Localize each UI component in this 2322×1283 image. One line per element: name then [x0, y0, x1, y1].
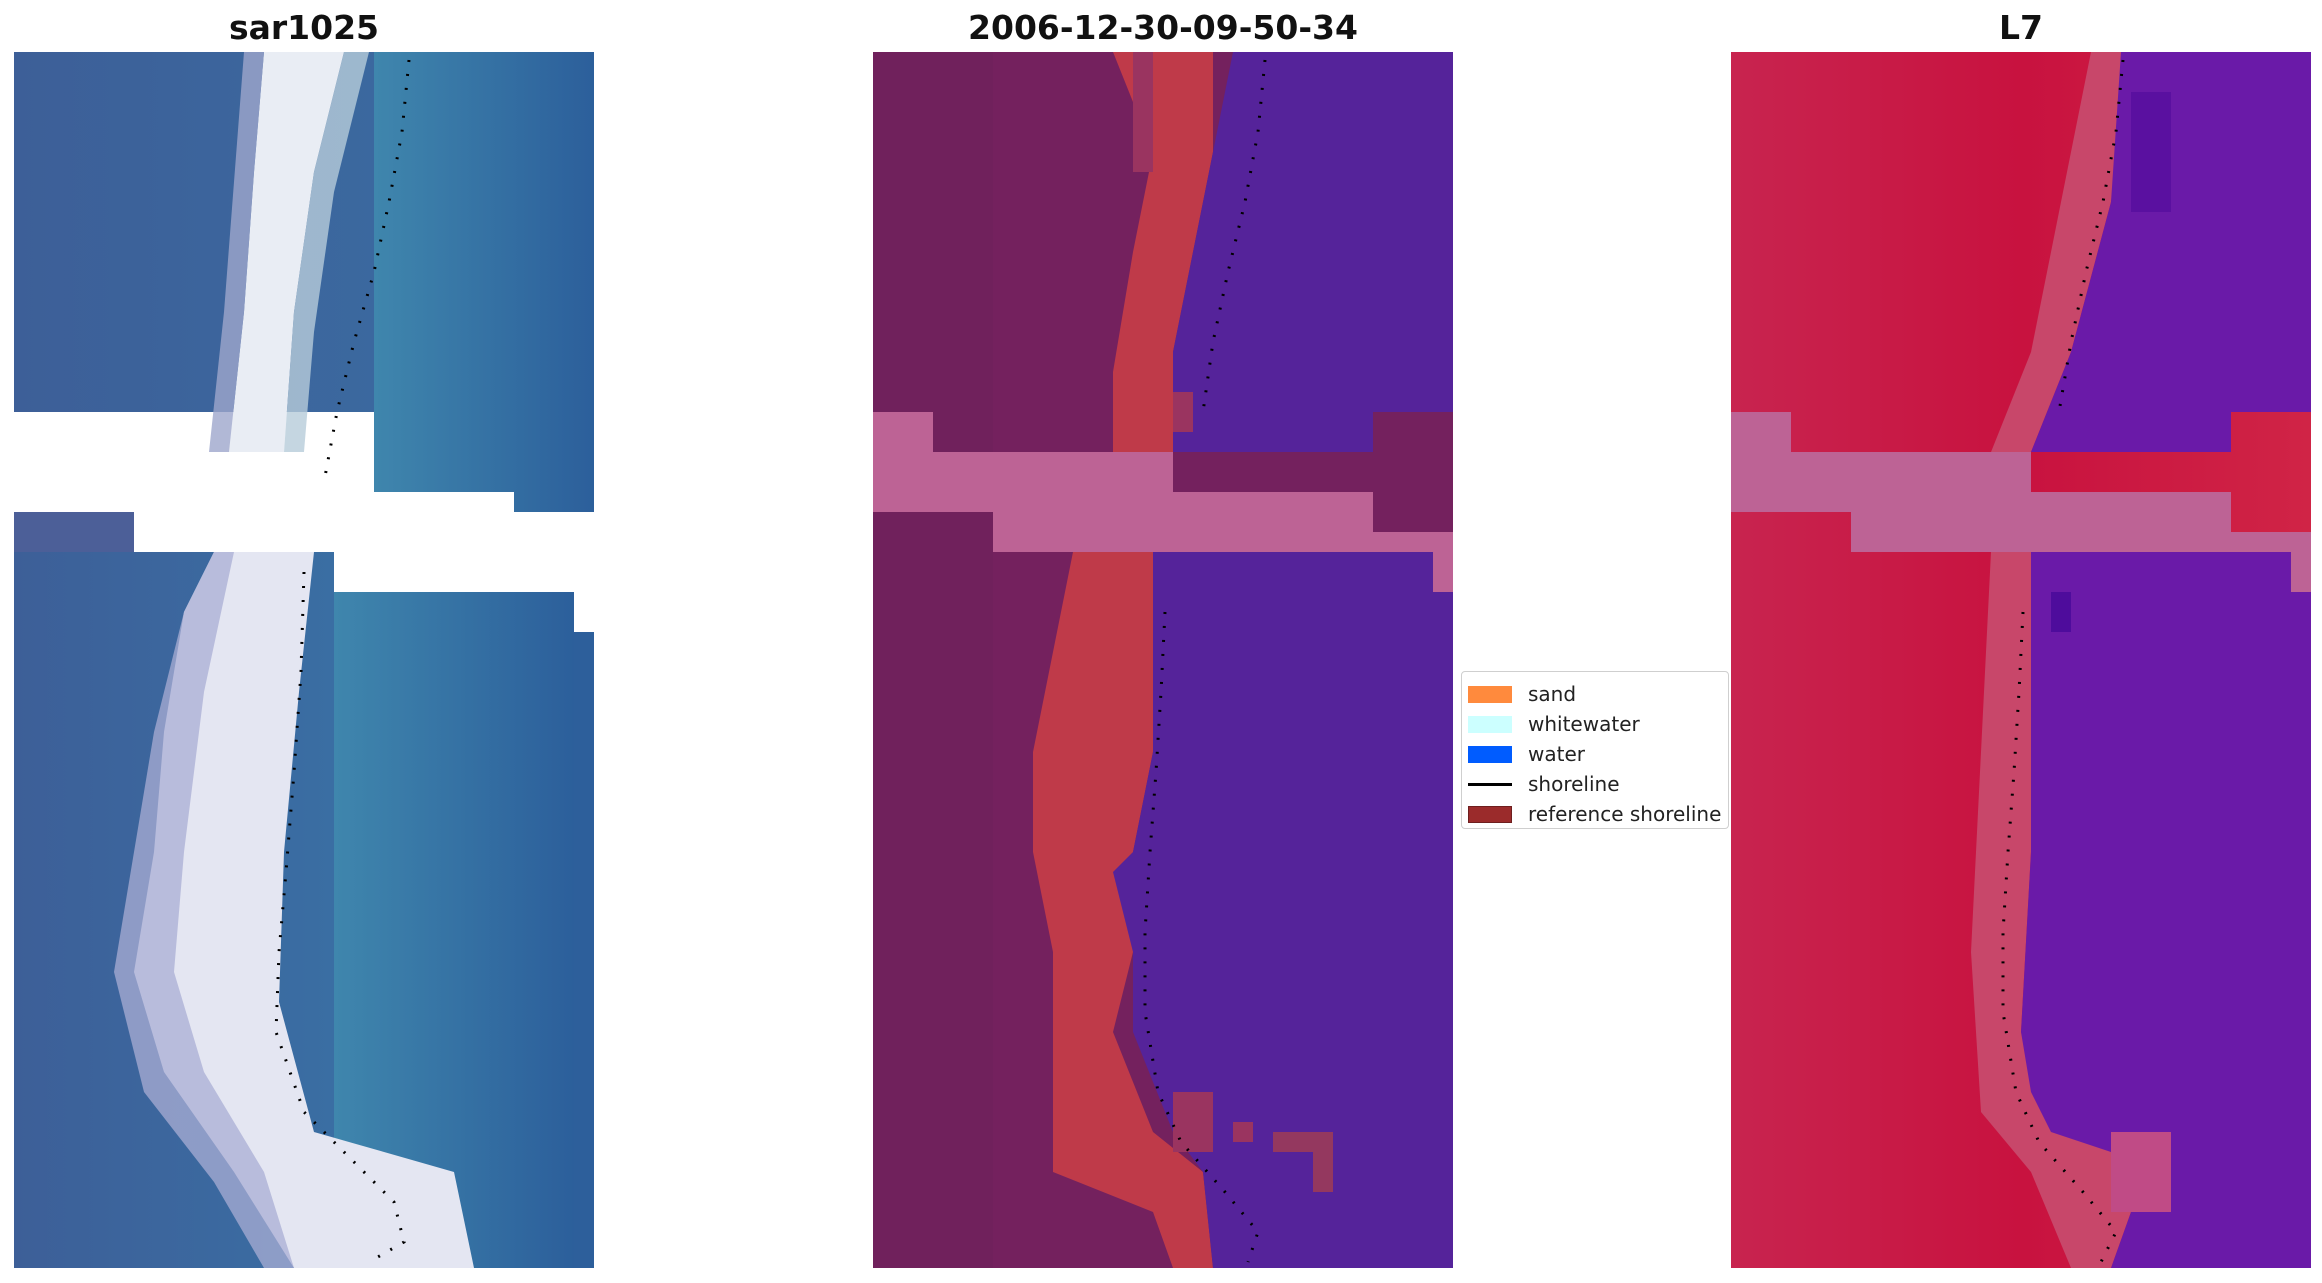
legend-item-sand: sand: [1468, 680, 1576, 708]
reference-shoreline-swatch-icon: [1468, 805, 1512, 823]
classified-image-panel: [873, 52, 1453, 1268]
legend-item-shoreline: shoreline: [1468, 770, 1620, 798]
legend-item-whitewater: whitewater: [1468, 710, 1640, 738]
rgb-image: [14, 52, 594, 1268]
legend: sand whitewater water shoreline referenc…: [1461, 671, 1729, 829]
rgb-image-panel: [14, 52, 594, 1268]
legend-item-reference-shoreline: reference shoreline: [1468, 800, 1721, 828]
panel-title-left: sar1025: [228, 8, 380, 47]
falsecolor-image: [1731, 52, 2311, 1268]
legend-label: water: [1528, 742, 1585, 766]
shoreline-line-icon: [1468, 782, 1512, 786]
legend-item-water: water: [1468, 740, 1585, 768]
classified-image: [873, 52, 1453, 1268]
legend-label: whitewater: [1528, 712, 1640, 736]
whitewater-swatch-icon: [1468, 715, 1512, 733]
legend-label: shoreline: [1528, 772, 1620, 796]
panel-title-middle: 2006-12-30-09-50-34: [968, 8, 1358, 47]
legend-label: reference shoreline: [1528, 802, 1722, 826]
water-swatch-icon: [1468, 745, 1512, 763]
legend-label: sand: [1528, 682, 1577, 706]
sand-swatch-icon: [1468, 685, 1512, 703]
panel-title-right: L7: [1999, 8, 2043, 47]
falsecolor-image-panel: [1731, 52, 2311, 1268]
